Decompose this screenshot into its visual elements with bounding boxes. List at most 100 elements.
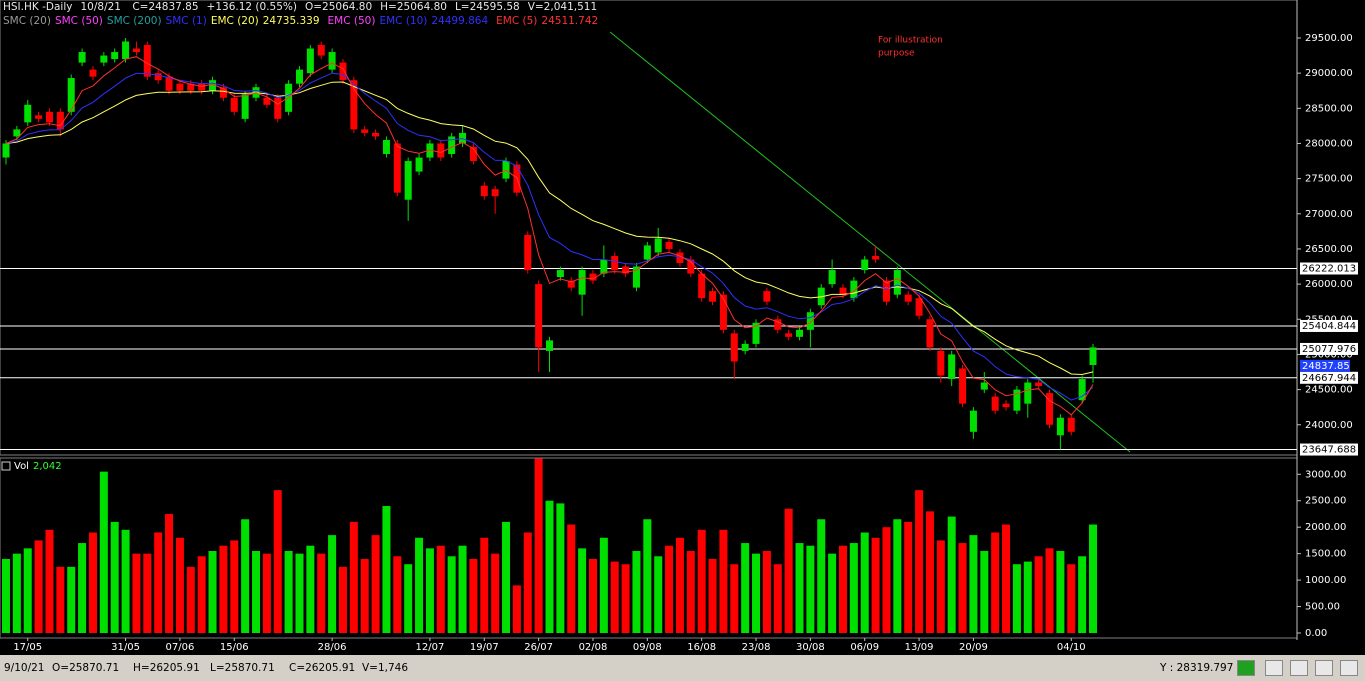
level-label: 23647.688 xyxy=(1302,445,1356,456)
candle-body xyxy=(230,97,238,112)
last-price-box xyxy=(1300,359,1350,372)
candle-body xyxy=(980,382,988,390)
volume-bar xyxy=(1056,550,1065,633)
candle-body xyxy=(665,241,673,249)
candle-body xyxy=(719,294,727,330)
date: 10/8/21 xyxy=(80,1,121,13)
volume-bar xyxy=(338,566,347,633)
annotation: For illustration xyxy=(878,36,943,46)
vol-icon xyxy=(1,461,11,471)
candle-body xyxy=(132,48,140,53)
candle-body xyxy=(915,298,923,316)
volume-bar xyxy=(643,519,652,633)
candle-body xyxy=(893,270,901,295)
volume-bar xyxy=(806,545,815,633)
volume-bar xyxy=(175,537,184,633)
volume-bar xyxy=(1002,524,1011,633)
volume-bar xyxy=(273,490,282,633)
x-tick-label: 30/08 xyxy=(796,642,825,653)
candle-body xyxy=(1078,379,1086,401)
candle-body xyxy=(56,111,64,130)
icon[interactable] xyxy=(1315,660,1333,676)
candle-body xyxy=(45,111,53,123)
candle-body xyxy=(622,266,630,274)
volume-bar xyxy=(12,553,21,633)
volume-bar xyxy=(893,519,902,633)
volume-bar xyxy=(523,532,532,633)
volume-bar xyxy=(328,535,337,633)
volume-bar xyxy=(241,519,250,633)
indicator-name: EMC (50) xyxy=(327,15,376,27)
indicator-value: 24735.339 xyxy=(262,15,320,27)
volume-bar xyxy=(404,564,413,633)
volume-bar xyxy=(78,543,87,633)
volume-bar xyxy=(512,585,521,633)
volume-bar xyxy=(393,556,402,633)
level-label-box xyxy=(1300,319,1358,332)
volume-bar xyxy=(762,550,771,633)
volume-bar xyxy=(860,532,869,633)
volume-bar xyxy=(871,537,880,633)
volume-bar xyxy=(1012,564,1021,633)
icon[interactable] xyxy=(1290,660,1308,676)
header-item: L=24595.58 xyxy=(454,1,520,13)
candle-body xyxy=(187,83,195,91)
volume-bar xyxy=(849,543,858,633)
volume-bar xyxy=(34,540,43,633)
volume-y-tick-label: 500.00 xyxy=(1305,602,1340,613)
x-tick-label: 06/09 xyxy=(850,642,879,653)
status-item: L=25870.71 xyxy=(210,662,275,674)
volume-y-tick-label: 0.00 xyxy=(1305,628,1327,639)
header-item: V=2,041,511 xyxy=(527,1,598,13)
candle-body xyxy=(165,76,173,91)
candle-body xyxy=(317,45,325,56)
volume-bar xyxy=(502,521,511,633)
volume-bar xyxy=(708,558,717,633)
candle-body xyxy=(89,69,97,77)
volume-bar xyxy=(2,558,10,633)
volume-bar xyxy=(67,566,76,633)
indicator-name: SMC (1) xyxy=(165,15,207,27)
y-tick-label: 26500.00 xyxy=(1305,244,1353,255)
candle-body xyxy=(1002,403,1010,408)
x-tick-label: 02/08 xyxy=(579,642,608,653)
candle-body xyxy=(122,41,130,60)
volume-bar xyxy=(154,532,163,633)
candle-body xyxy=(1035,382,1043,387)
candle-body xyxy=(469,146,477,162)
candle-body xyxy=(535,284,543,348)
volume-bar xyxy=(165,513,174,633)
candle-body xyxy=(219,87,227,98)
x-tick-label: 19/07 xyxy=(470,642,499,653)
indicator-legend: SMC (20) SMC (50) SMC (200) SMC (1) EMC (20)… xyxy=(3,15,606,27)
icon[interactable] xyxy=(1340,660,1358,676)
volume-y-tick-label: 1500.00 xyxy=(1305,549,1346,560)
candle-body xyxy=(546,340,553,351)
candle-body xyxy=(643,245,651,260)
candle-body xyxy=(730,333,738,362)
candle-body xyxy=(676,252,684,264)
volume-bar xyxy=(306,545,315,633)
y-tick-label: 26000.00 xyxy=(1305,279,1353,290)
candle-body xyxy=(578,270,586,295)
volume-bar xyxy=(730,564,739,633)
candle-body xyxy=(154,73,162,81)
volume-bar xyxy=(110,521,119,633)
volume-bar xyxy=(491,553,500,633)
icon[interactable] xyxy=(1265,660,1283,676)
volume-bar xyxy=(697,529,706,633)
x-tick-label: 07/06 xyxy=(166,642,195,653)
candle-body xyxy=(752,322,760,344)
volume-bar xyxy=(958,543,967,633)
candle-body xyxy=(872,255,880,260)
y-tick-label: 27000.00 xyxy=(1305,209,1353,220)
x-tick-label: 17/05 xyxy=(13,642,42,653)
candle-body xyxy=(100,55,108,63)
status-item: 9/10/21 xyxy=(4,662,45,674)
icon[interactable] xyxy=(1237,660,1255,676)
candle-body xyxy=(415,157,423,172)
volume-bar xyxy=(382,506,391,633)
volume-bar xyxy=(545,500,554,633)
y-tick-label: 27500.00 xyxy=(1305,174,1353,185)
